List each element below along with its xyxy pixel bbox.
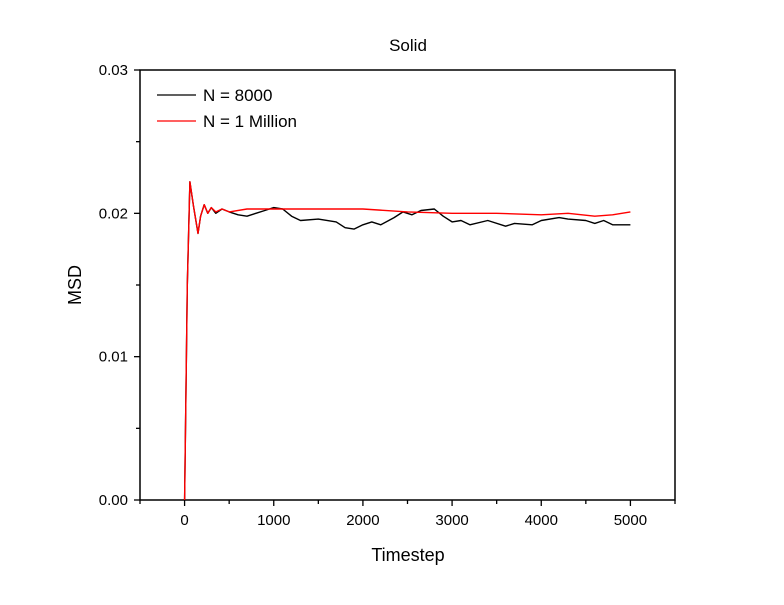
legend-label-n1million: N = 1 Million [203, 112, 297, 131]
y-tick-label: 0.03 [99, 62, 128, 79]
x-tick-label: 1000 [257, 512, 290, 529]
y-tick-label: 0.01 [99, 349, 128, 366]
y-tick-label: 0.02 [99, 205, 128, 222]
plot-frame [139, 69, 676, 501]
legend: N = 8000 N = 1 Million [157, 86, 297, 131]
x-tick-label: 3000 [435, 512, 468, 529]
y-axis-label: MSD [65, 265, 85, 305]
chart-title: Solid [389, 36, 427, 55]
x-tick-label: 4000 [525, 512, 558, 529]
x-tick-label: 5000 [614, 512, 647, 529]
series-line-n8000 [183, 181, 631, 501]
series-line-n1million [183, 181, 631, 501]
x-tick-label: 0 [180, 512, 188, 529]
x-axis-label: Timestep [371, 545, 444, 565]
x-tick-label: 2000 [346, 512, 379, 529]
y-tick-label: 0.00 [99, 492, 128, 509]
legend-label-n8000: N = 8000 [203, 86, 272, 105]
